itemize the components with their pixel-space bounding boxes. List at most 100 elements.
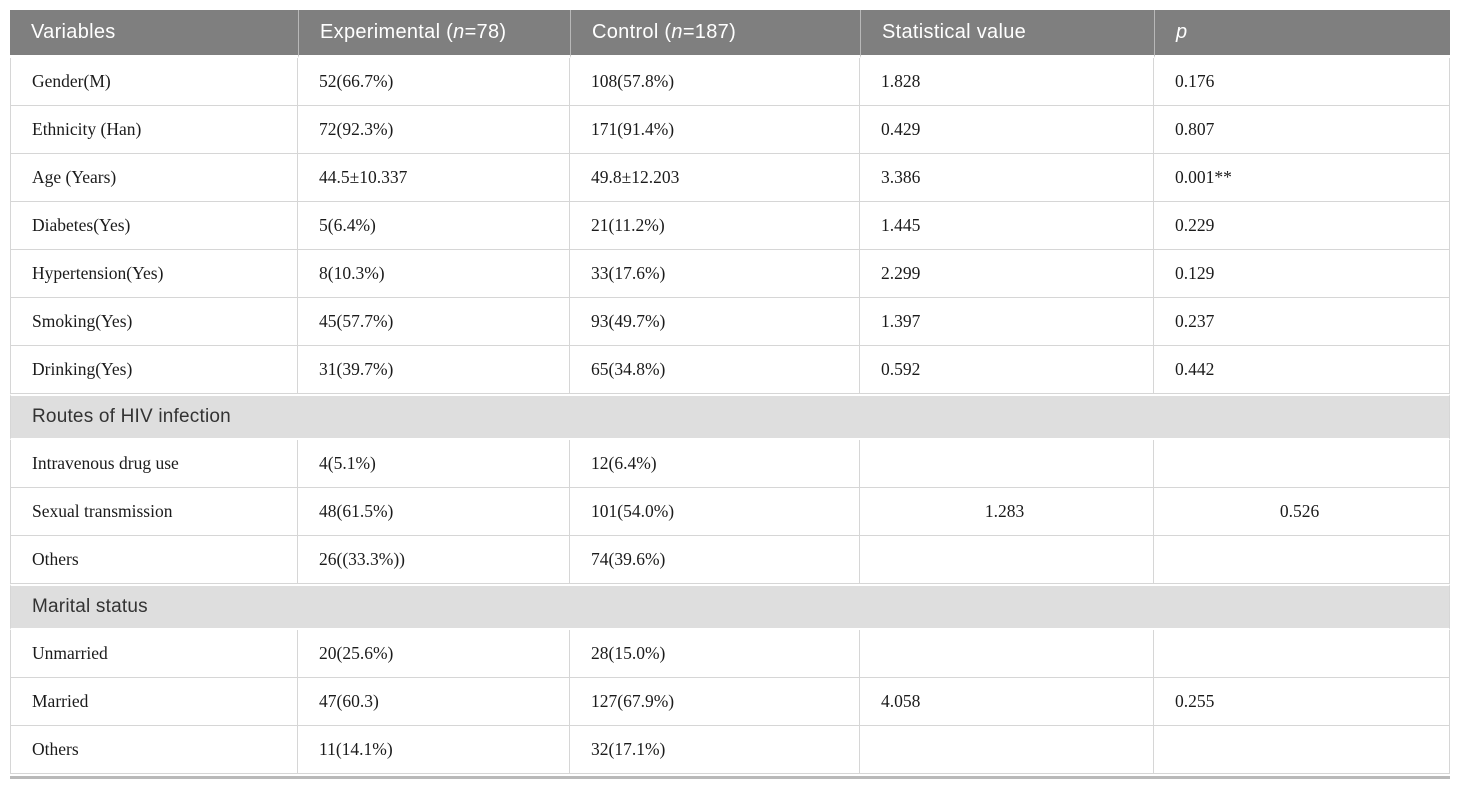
section-row-marital-status: Marital status — [10, 584, 1450, 630]
table-row-ethnicity: Ethnicity (Han) 72(92.3%) 171(91.4%) 0.4… — [10, 106, 1450, 154]
header-label: Variables — [31, 21, 116, 43]
cell-control: 49.8±12.203 — [570, 154, 860, 202]
cell-control: 108(57.8%) — [570, 58, 860, 106]
baseline-characteristics-table: Variables Experimental (n=78) Control (n… — [10, 10, 1450, 774]
cell-statistical-value: 3.386 — [860, 154, 1154, 202]
col-header-control: Control (n=187) — [570, 10, 860, 58]
cell-variable: Others — [10, 726, 298, 774]
col-header-variables: Variables — [10, 10, 298, 58]
cell-statistical-value — [860, 630, 1154, 678]
cell-control: 74(39.6%) — [570, 536, 860, 584]
cell-variable: Hypertension(Yes) — [10, 250, 298, 298]
cell-p-value: 0.129 — [1154, 250, 1450, 298]
cell-statistical-value — [860, 536, 1154, 584]
table-row-gender: Gender(M) 52(66.7%) 108(57.8%) 1.828 0.1… — [10, 58, 1450, 106]
cell-variable: Sexual transmission — [10, 488, 298, 536]
cell-experimental: 48(61.5%) — [298, 488, 570, 536]
cell-statistical-value: 1.445 — [860, 202, 1154, 250]
table-row-smoking: Smoking(Yes) 45(57.7%) 93(49.7%) 1.397 0… — [10, 298, 1450, 346]
header-label: =187) — [682, 21, 737, 43]
cell-p-value: 0.255 — [1154, 678, 1450, 726]
cell-experimental: 4(5.1%) — [298, 440, 570, 488]
cell-statistical-value: 1.283 — [860, 488, 1154, 536]
cell-variable: Diabetes(Yes) — [10, 202, 298, 250]
header-label-italic: n — [453, 21, 465, 43]
cell-control: 21(11.2%) — [570, 202, 860, 250]
cell-variable: Intravenous drug use — [10, 440, 298, 488]
table-row-intravenous-drug-use: Intravenous drug use 4(5.1%) 12(6.4%) — [10, 440, 1450, 488]
cell-control: 32(17.1%) — [570, 726, 860, 774]
table-row-drinking: Drinking(Yes) 31(39.7%) 65(34.8%) 0.592 … — [10, 346, 1450, 394]
col-header-experimental: Experimental (n=78) — [298, 10, 570, 58]
cell-statistical-value: 4.058 — [860, 678, 1154, 726]
cell-statistical-value — [860, 440, 1154, 488]
table-row-sexual-transmission: Sexual transmission 48(61.5%) 101(54.0%)… — [10, 488, 1450, 536]
cell-experimental: 20(25.6%) — [298, 630, 570, 678]
cell-control: 12(6.4%) — [570, 440, 860, 488]
table-row-hypertension: Hypertension(Yes) 8(10.3%) 33(17.6%) 2.2… — [10, 250, 1450, 298]
cell-experimental: 31(39.7%) — [298, 346, 570, 394]
table-bottom-rule — [10, 776, 1450, 779]
cell-p-value: 0.526 — [1154, 488, 1450, 536]
table-row-marital-others: Others 11(14.1%) 32(17.1%) — [10, 726, 1450, 774]
cell-p-value — [1154, 726, 1450, 774]
col-header-p: p — [1154, 10, 1450, 58]
cell-experimental: 26((33.3%)) — [298, 536, 570, 584]
cell-variable: Unmarried — [10, 630, 298, 678]
cell-control: 65(34.8%) — [570, 346, 860, 394]
cell-p-value: 0.001** — [1154, 154, 1450, 202]
cell-p-value — [1154, 536, 1450, 584]
cell-statistical-value: 0.592 — [860, 346, 1154, 394]
header-label: Statistical value — [882, 21, 1027, 43]
header-label: Experimental ( — [320, 21, 454, 43]
cell-p-value: 0.176 — [1154, 58, 1450, 106]
cell-p-value — [1154, 630, 1450, 678]
cell-control: 28(15.0%) — [570, 630, 860, 678]
section-row-routes: Routes of HIV infection — [10, 394, 1450, 440]
cell-control: 171(91.4%) — [570, 106, 860, 154]
cell-variable: Drinking(Yes) — [10, 346, 298, 394]
cell-statistical-value — [860, 726, 1154, 774]
cell-statistical-value: 1.397 — [860, 298, 1154, 346]
header-label: =78) — [464, 21, 507, 43]
table-row-married: Married 47(60.3) 127(67.9%) 4.058 0.255 — [10, 678, 1450, 726]
cell-variable: Others — [10, 536, 298, 584]
cell-control: 93(49.7%) — [570, 298, 860, 346]
cell-experimental: 8(10.3%) — [298, 250, 570, 298]
header-row: Variables Experimental (n=78) Control (n… — [10, 10, 1450, 58]
cell-control: 33(17.6%) — [570, 250, 860, 298]
col-header-statistical-value: Statistical value — [860, 10, 1154, 58]
cell-variable: Married — [10, 678, 298, 726]
cell-variable: Smoking(Yes) — [10, 298, 298, 346]
header-label: Control ( — [592, 21, 672, 43]
cell-p-value: 0.229 — [1154, 202, 1450, 250]
table-header: Variables Experimental (n=78) Control (n… — [10, 10, 1450, 58]
cell-experimental: 52(66.7%) — [298, 58, 570, 106]
cell-statistical-value: 1.828 — [860, 58, 1154, 106]
cell-experimental: 45(57.7%) — [298, 298, 570, 346]
table-row-diabetes: Diabetes(Yes) 5(6.4%) 21(11.2%) 1.445 0.… — [10, 202, 1450, 250]
cell-experimental: 5(6.4%) — [298, 202, 570, 250]
cell-variable: Ethnicity (Han) — [10, 106, 298, 154]
table-body: Gender(M) 52(66.7%) 108(57.8%) 1.828 0.1… — [10, 58, 1450, 774]
section-header-marital-status: Marital status — [10, 584, 1450, 630]
cell-p-value: 0.807 — [1154, 106, 1450, 154]
cell-variable: Age (Years) — [10, 154, 298, 202]
table-row-unmarried: Unmarried 20(25.6%) 28(15.0%) — [10, 630, 1450, 678]
cell-p-value — [1154, 440, 1450, 488]
cell-experimental: 72(92.3%) — [298, 106, 570, 154]
cell-statistical-value: 0.429 — [860, 106, 1154, 154]
cell-control: 101(54.0%) — [570, 488, 860, 536]
cell-experimental: 11(14.1%) — [298, 726, 570, 774]
cell-statistical-value: 2.299 — [860, 250, 1154, 298]
section-header-routes-of-hiv-infection: Routes of HIV infection — [10, 394, 1450, 440]
page: Variables Experimental (n=78) Control (n… — [10, 10, 1450, 779]
cell-control: 127(67.9%) — [570, 678, 860, 726]
header-label-italic: n — [671, 21, 683, 43]
cell-p-value: 0.442 — [1154, 346, 1450, 394]
cell-variable: Gender(M) — [10, 58, 298, 106]
cell-p-value: 0.237 — [1154, 298, 1450, 346]
table-row-routes-others: Others 26((33.3%)) 74(39.6%) — [10, 536, 1450, 584]
table-row-age: Age (Years) 44.5±10.337 49.8±12.203 3.38… — [10, 154, 1450, 202]
cell-experimental: 47(60.3) — [298, 678, 570, 726]
